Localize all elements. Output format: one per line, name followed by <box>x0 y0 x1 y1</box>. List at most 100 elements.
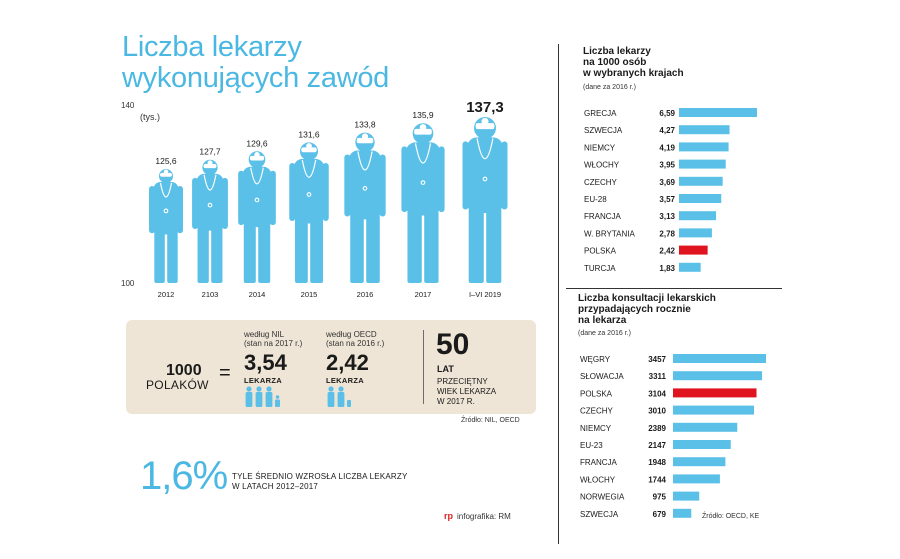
equivalence-panel: 1000 POLAKÓW = według NIL (stan na 2017 … <box>126 320 536 414</box>
rp-logo-icon: rp <box>444 511 453 521</box>
category-label: CZECHY <box>584 178 618 187</box>
growth-percentage: 1,6% <box>140 454 228 498</box>
category-label: WŁOCHY <box>584 161 620 170</box>
chart3-note: (dane za 2016 r.) <box>578 330 631 337</box>
chart3-source: Źródło: OECD, KE <box>702 513 760 520</box>
bar-value-label: 3104 <box>648 389 666 398</box>
bar <box>679 211 717 221</box>
bar <box>673 388 757 398</box>
bar-value-label: 129,6 <box>246 138 268 148</box>
nil-value: 3,54 <box>244 350 287 375</box>
page-title-line2: wykonujących zawód <box>122 62 390 94</box>
average-age-value: 50 <box>436 328 470 361</box>
bar <box>679 159 726 169</box>
bar-value-label: 3010 <box>648 407 666 416</box>
category-label: POLSKA <box>584 247 617 256</box>
column-divider <box>558 44 559 544</box>
bar <box>673 457 726 467</box>
chart2-note: (dane za 2016 r.) <box>583 84 636 91</box>
bar-doctor-figure <box>462 117 508 283</box>
bar <box>673 508 692 518</box>
bar-value-label: 1948 <box>648 458 666 467</box>
bar-value-label: 4,27 <box>659 126 675 135</box>
equals-sign: = <box>219 362 231 384</box>
bar-doctor-figure <box>401 123 445 283</box>
category-label: WŁOCHY <box>580 475 616 484</box>
bar-value-label: 1744 <box>648 475 666 484</box>
chart3-title: Liczba konsultacji lekarskich przypadają… <box>578 293 716 326</box>
panel-divider <box>423 330 424 404</box>
bar-doctor-figure <box>238 151 276 283</box>
category-label: SZWECJA <box>584 126 623 135</box>
bar <box>679 176 723 186</box>
page-title: Liczba lekarzy wykonujących zawód <box>122 32 389 94</box>
bar-value-label: 3,95 <box>659 161 675 170</box>
section-divider <box>566 288 782 289</box>
oecd-source-note: według OECD (stan na 2016 r.) <box>326 330 385 348</box>
nil-unit: LEKARZA <box>244 376 282 385</box>
category-label: CZECHY <box>580 407 614 416</box>
bar <box>679 194 722 203</box>
doctor-people-icon-small <box>327 386 351 407</box>
bar-value-label: 125,6 <box>155 156 177 166</box>
bar-value-label: 4,19 <box>659 143 675 152</box>
bar <box>679 262 701 272</box>
category-label: GRECJA <box>584 109 617 118</box>
average-age-label: PRZECIĘTNY WIEK LEKARZA W 2017 R. <box>437 377 497 406</box>
growth-description: TYLE ŚREDNIO WZROSŁA LICZBA LEKARZY W LA… <box>232 472 408 491</box>
category-label: W. BRYTANIA <box>584 229 635 238</box>
oecd-value: 2,42 <box>326 350 369 375</box>
bar <box>673 405 754 415</box>
bar-value-label: 2,42 <box>659 247 675 256</box>
category-label: FRANCJA <box>584 212 622 221</box>
category-label: EU-23 <box>580 441 603 450</box>
category-label: NIEMCY <box>580 424 612 433</box>
category-label: SZWECJA <box>580 510 619 519</box>
consultations-per-doctor-chart: WĘGRY 3457 SŁOWACJA 3311 POLSKA 3104 CZECHY 301… <box>580 354 766 519</box>
bar-value-label: 2147 <box>648 441 666 450</box>
bar-doctor-figure <box>149 169 183 283</box>
bar <box>673 354 766 363</box>
bar <box>679 108 757 117</box>
bar-doctor-figure <box>289 142 329 283</box>
source-note: Źródło: NIL, OECD <box>461 417 520 424</box>
bar-value-label: 975 <box>653 493 667 502</box>
bar-value-label: 133,8 <box>354 120 376 130</box>
doctors-count-chart: 140 100 (tys.) 125,6 2012 127,7 2103 129,6 2014 1… <box>121 100 508 299</box>
doctor-people-icon <box>245 386 280 407</box>
category-label: NIEMCY <box>584 143 616 152</box>
category-label: FRANCJA <box>580 458 618 467</box>
bar <box>673 371 763 381</box>
bar <box>679 228 712 238</box>
bar-value-label: 2389 <box>648 424 666 433</box>
bar <box>673 422 738 432</box>
category-label: SŁOWACJA <box>580 372 624 381</box>
bar-value-label: 1,83 <box>659 264 675 273</box>
category-label: POLSKA <box>580 389 613 398</box>
bar-doctor-figure <box>344 132 386 283</box>
bar <box>673 491 700 501</box>
bar-value-label: 127,7 <box>199 147 221 157</box>
bar-value-label: 3457 <box>648 355 666 364</box>
bar-value-label: 3311 <box>649 372 667 381</box>
bar-value-label: 137,3 <box>466 100 504 116</box>
doctors-per-1000-chart: GRECJA 6,59 SZWECJA 4,27 NIEMCY 4,19 WŁOCHY 3,9… <box>584 108 757 273</box>
category-label: EU-28 <box>584 195 607 204</box>
bar <box>679 142 729 152</box>
y-axis-unit: (tys.) <box>140 112 160 122</box>
x-tick-label: I–VI 2019 <box>469 290 501 299</box>
chart2-title: Liczba lekarzy na 1000 osób w wybranych … <box>583 46 684 79</box>
x-tick-label: 2014 <box>249 290 266 299</box>
x-tick-label: 2015 <box>301 290 318 299</box>
y-tick-label: 100 <box>121 279 135 288</box>
bar <box>673 440 731 449</box>
bar-value-label: 3,69 <box>659 178 675 187</box>
bar <box>679 245 708 255</box>
bar-value-label: 679 <box>653 510 667 519</box>
x-tick-label: 2012 <box>158 290 175 299</box>
category-label: NORWEGIA <box>580 493 625 502</box>
page-title-line1: Liczba lekarzy <box>122 31 302 63</box>
nil-source-note: według NIL (stan na 2017 r.) <box>244 330 303 348</box>
bar-value-label: 6,59 <box>659 109 675 118</box>
bar <box>679 125 730 135</box>
